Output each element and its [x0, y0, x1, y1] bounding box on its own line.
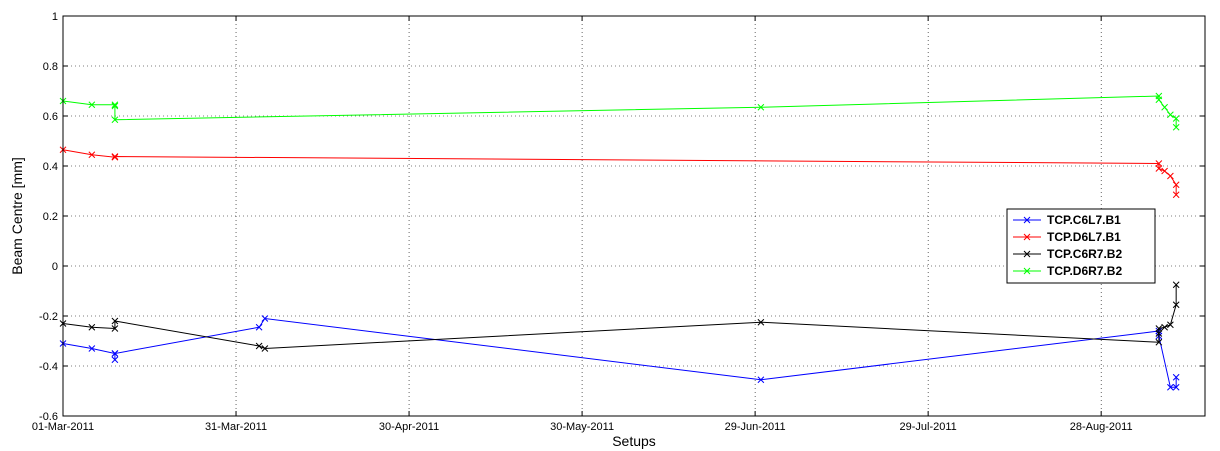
- x-tick-label: 30-Apr-2011: [379, 421, 439, 433]
- data-point-marker: [88, 101, 96, 109]
- data-point-marker: [1155, 325, 1163, 332]
- data-point-marker: [255, 323, 263, 331]
- data-point-marker: [1172, 301, 1180, 309]
- data-point-marker: [1172, 191, 1180, 199]
- legend-label: TCP.C6R7.B2: [1047, 247, 1122, 261]
- data-point-marker: [1167, 111, 1174, 119]
- data-point-marker: [111, 356, 119, 364]
- series-TCP.C6R7.B2: [59, 281, 1180, 352]
- data-point-marker: [111, 116, 119, 124]
- legend-label: TCP.C6L7.B1: [1047, 213, 1121, 227]
- data-point-marker: [111, 317, 119, 325]
- data-point-marker: [88, 151, 96, 159]
- legend-marker: [1023, 216, 1031, 224]
- data-point-marker: [1167, 321, 1174, 329]
- data-point-marker: [1172, 181, 1180, 189]
- data-point-marker: [1161, 167, 1168, 175]
- series-TCP.D6L7.B1: [59, 146, 1180, 199]
- data-point-marker: [1155, 160, 1163, 167]
- data-point-marker: [1167, 383, 1174, 391]
- data-point-marker: [111, 153, 119, 160]
- data-point-marker: [1161, 103, 1168, 111]
- data-point-marker: [1155, 338, 1163, 346]
- legend-label: TCP.D6L7.B1: [1047, 230, 1121, 244]
- data-point-marker: [111, 153, 119, 161]
- legend-marker: [1023, 250, 1031, 258]
- data-point-marker: [1155, 165, 1163, 172]
- y-tick-label: 0.4: [43, 161, 58, 173]
- data-point-marker: [757, 376, 765, 384]
- data-point-marker: [1172, 383, 1180, 391]
- series-layer: [59, 92, 1180, 391]
- y-tick-label: 0: [52, 261, 58, 273]
- data-point-marker: [111, 101, 119, 109]
- legend: TCP.C6L7.B1 TCP.D6L7.B1 TCP.C6R7.B2 TCP.D6R…: [1006, 208, 1156, 284]
- data-point-marker: [1172, 115, 1180, 122]
- data-point-marker: [1172, 281, 1180, 289]
- y-tick-label: 0.6: [43, 111, 58, 123]
- legend-marker: [1023, 233, 1031, 241]
- data-point-marker: [757, 318, 765, 326]
- series-line: [62, 317, 1177, 388]
- tick-labels: -0.6 -0.4 -0.2 0 0.2 0.4 0.6 0.8 1 01-Mar-2011 31-…: [32, 11, 1133, 433]
- legend-marker: [1023, 267, 1031, 275]
- legend-entry: TCP.D6L7.B1: [1013, 230, 1121, 244]
- data-point-marker: [1155, 330, 1163, 337]
- series-line: [62, 95, 1177, 128]
- x-tick-label: 30-May-2011: [550, 421, 614, 433]
- y-tick-label: 0.8: [43, 61, 58, 73]
- series-TCP.D6R7.B2: [59, 92, 1180, 131]
- x-tick-label: 28-Aug-2011: [1070, 421, 1133, 433]
- data-point-marker: [88, 323, 96, 331]
- legend-label: TCP.D6R7.B2: [1047, 264, 1122, 278]
- data-point-marker: [88, 345, 96, 352]
- x-tick-label: 31-Mar-2011: [205, 421, 267, 433]
- data-point-marker: [1167, 172, 1174, 180]
- legend-entry: TCP.C6R7.B2: [1013, 247, 1122, 261]
- series-TCP.C6L7.B1: [59, 315, 1180, 391]
- x-tick-label: 01-Mar-2011: [32, 421, 94, 433]
- y-tick-label: 0.2: [43, 211, 58, 223]
- y-tick-label: -0.2: [39, 311, 58, 323]
- data-point-marker: [1172, 373, 1180, 381]
- data-point-marker: [111, 102, 119, 110]
- axis-ticks: [62, 15, 1205, 417]
- data-point-marker: [111, 350, 119, 357]
- y-tick-label: -0.6: [39, 411, 58, 423]
- legend-entry: TCP.D6R7.B2: [1013, 264, 1122, 278]
- x-tick-label: 29-Jul-2011: [900, 421, 957, 433]
- y-tick-label: 1: [52, 11, 58, 23]
- data-point-marker: [261, 345, 269, 352]
- y-tick-label: -0.4: [39, 361, 58, 373]
- x-tick-label: 29-Jun-2011: [725, 421, 786, 433]
- data-point-marker: [261, 315, 269, 322]
- x-axis-label: Setups: [612, 433, 656, 449]
- data-point-marker: [1155, 96, 1163, 104]
- data-point-marker: [1172, 123, 1180, 131]
- data-point-marker: [111, 325, 119, 332]
- legend-entry: TCP.C6L7.B1: [1013, 213, 1121, 227]
- series-line: [62, 149, 1177, 195]
- data-point-marker: [255, 342, 263, 350]
- y-axis-label: Beam Centre [mm]: [9, 157, 25, 274]
- data-point-marker: [757, 103, 765, 111]
- series-line: [62, 284, 1177, 350]
- data-point-marker: [1161, 323, 1168, 331]
